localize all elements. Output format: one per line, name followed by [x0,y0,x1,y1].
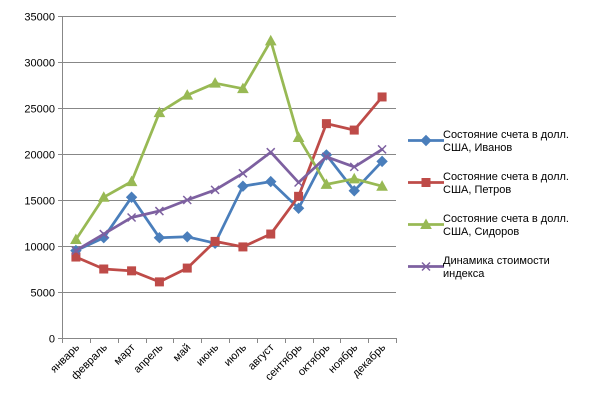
data-point-stroke [210,185,220,195]
data-point [349,125,359,135]
data-point [349,162,359,172]
data-point-stroke [294,177,304,188]
data-point [154,206,164,216]
data-point [99,264,109,274]
data-point [294,191,304,201]
data-point [127,266,137,276]
series-4 [71,144,387,256]
data-point-stroke [182,195,192,205]
y-tick-labels: 0 5000 10000 15000 20000 25000 30000 35000 [24,12,55,346]
data-point-stroke [71,246,81,256]
x-tick-label: май [171,342,194,365]
data-point [266,147,276,157]
data-point [377,144,387,154]
x-tick-label: апрель [132,341,166,375]
legend-label: Динамика стоимости [443,255,550,267]
data-point [421,178,431,187]
gridlines [62,16,396,293]
data-point [265,175,277,188]
data-point [376,155,388,168]
data-point [154,277,164,287]
data-point [238,242,248,252]
legend-label: Состояние счета в долл. [443,171,569,183]
data-point [237,82,249,94]
data-point [71,252,81,262]
data-point-stroke [321,152,331,162]
y-tick-label: 25000 [24,104,55,116]
data-point [181,89,194,100]
data-point [237,180,249,192]
legend-entry-2: Состояние счета в долл.США, Петров [408,171,569,196]
data-point-stroke [421,261,431,272]
data-point-stroke [99,229,109,239]
series-3 [70,34,388,245]
legend-label: Состояние счета в долл. [443,213,569,225]
data-point [376,180,388,191]
series-1 [70,149,388,257]
data-point [210,236,220,246]
series-line [74,153,384,252]
data-point [348,172,361,184]
data-point [210,185,220,195]
legend-label: США, Петров [443,184,511,196]
data-point [209,77,221,88]
data-point [292,202,305,214]
legend: Состояние счета в долл.США, ИвановСостоя… [408,129,569,280]
data-point [70,233,82,245]
y-tick-label: 35000 [24,12,55,24]
data-point-stroke [154,206,164,216]
y-tick-label: 5000 [31,288,55,300]
legend-entry-3: Состояние счета в долл.США, Сидоров [408,213,569,238]
data-point [294,177,304,188]
data-point [97,191,110,202]
data-point [182,263,192,273]
data-point [292,131,305,142]
data-point [320,178,333,189]
data-point [266,229,276,239]
data-point [348,185,360,197]
data-point [420,134,432,147]
data-point [321,119,331,129]
series-line [74,95,384,284]
data-point [153,106,166,118]
y-tick-label: 20000 [24,150,55,162]
legend-label: США, Сидоров [443,226,519,238]
data-point-stroke [266,147,276,157]
x-tick-label: июнь [194,341,221,368]
legend-label: Состояние счета в долл. [443,129,569,141]
data-point [420,218,432,229]
data-point [264,34,277,46]
y-tick-label: 0 [49,334,55,346]
data-point [153,232,166,244]
data-point [182,195,192,205]
data-point [238,168,248,178]
data-point [321,152,331,162]
series-lines [70,34,388,287]
data-point [421,261,431,272]
legend-entry-1: Состояние счета в долл.США, Иванов [408,129,569,154]
y-tick-label: 15000 [24,196,55,208]
data-point [127,212,137,223]
data-point-stroke [377,144,387,154]
data-point [125,191,138,203]
data-point-stroke [238,168,248,178]
y-tick-label: 10000 [24,242,55,254]
legend-label: индекса [443,268,485,280]
data-point [377,92,387,102]
axes [58,16,397,343]
data-point [99,229,109,239]
data-point [125,175,138,187]
data-point-stroke [127,212,137,223]
data-point [71,246,81,256]
y-tick-label: 30000 [24,58,55,70]
series-2 [71,92,387,287]
data-point [181,231,193,243]
data-point-stroke [349,162,359,172]
legend-label: США, Иванов [443,142,512,154]
series-line [74,148,384,252]
